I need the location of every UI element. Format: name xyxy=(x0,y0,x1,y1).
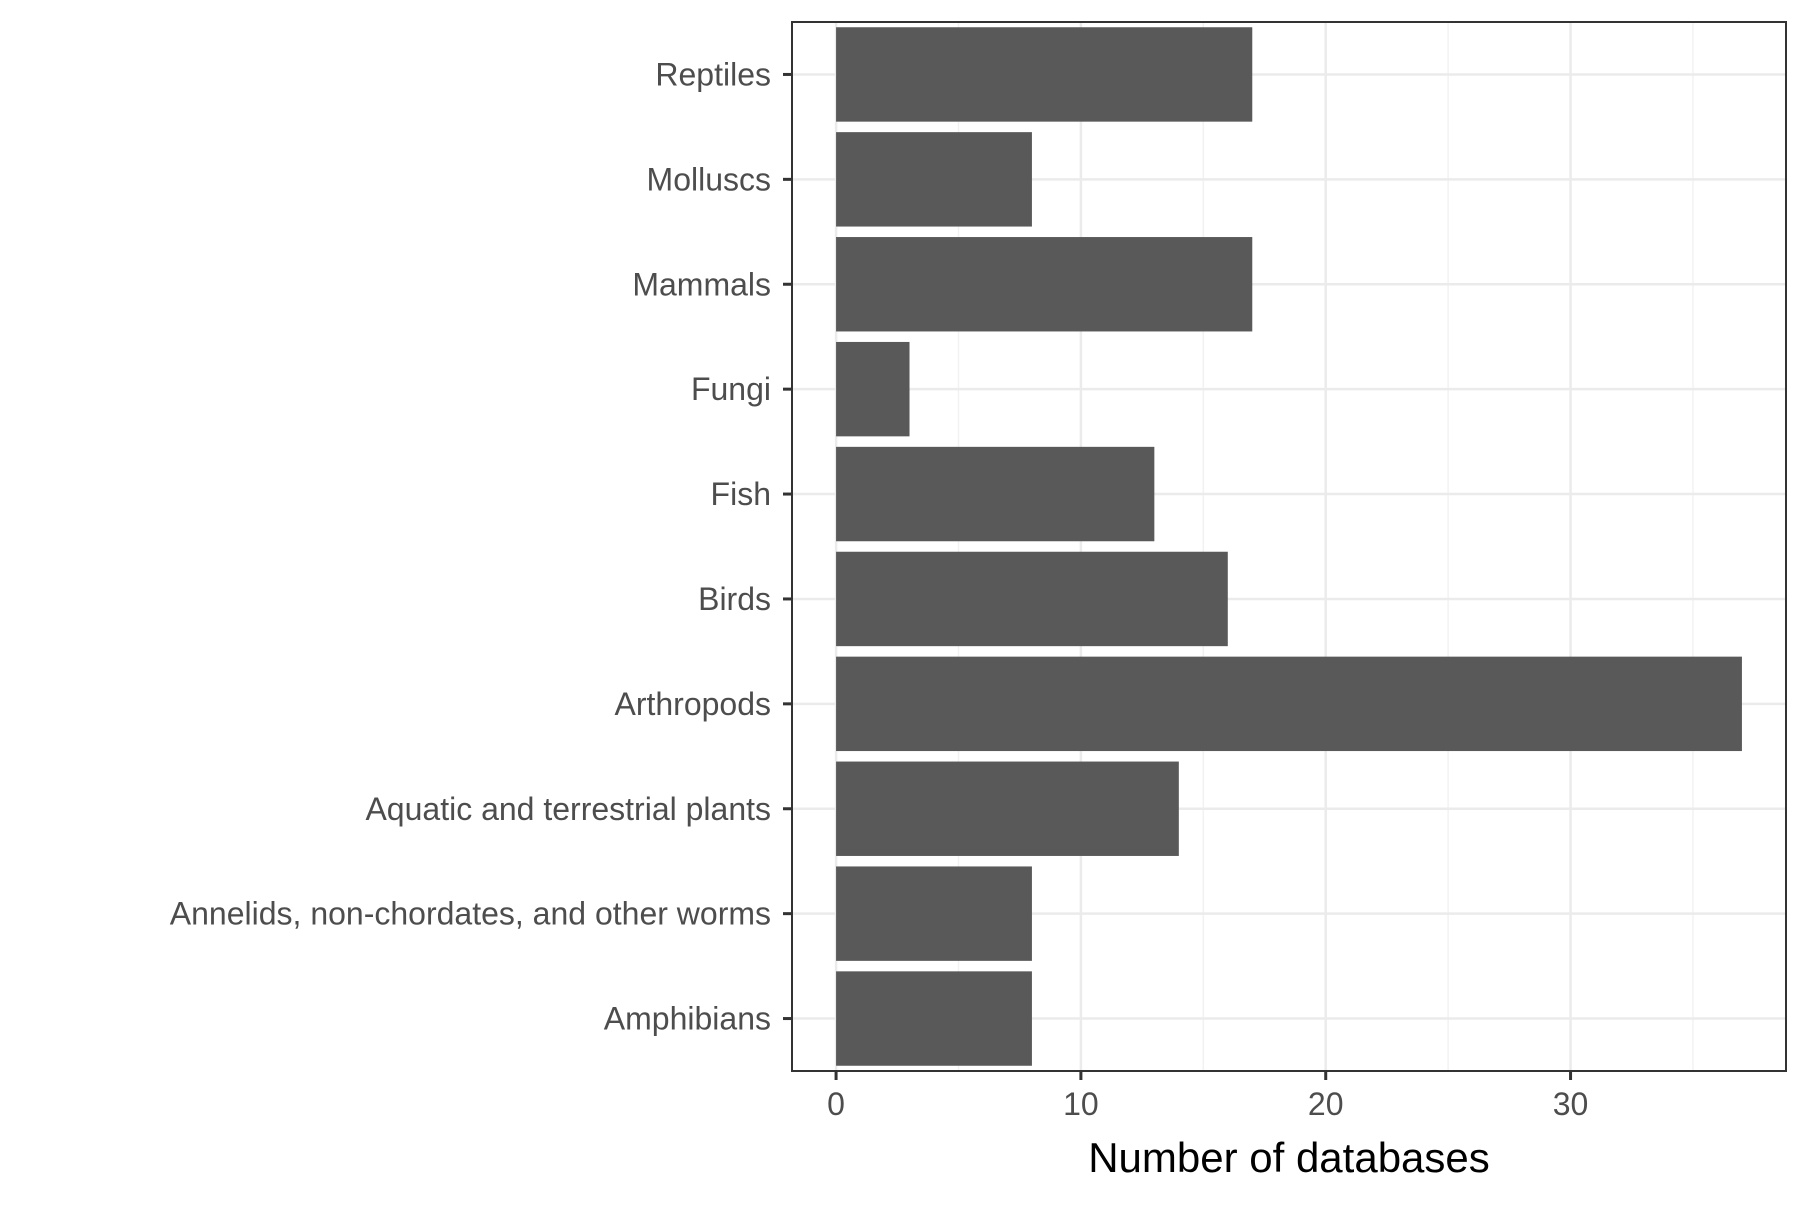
y-tick-label: Fungi xyxy=(691,371,771,407)
x-axis-title: Number of databases xyxy=(1088,1134,1490,1181)
bar-reptiles xyxy=(836,27,1253,122)
y-tick-label: Birds xyxy=(698,581,771,617)
bar-birds xyxy=(836,551,1228,647)
y-axis: Reptiles Molluscs Mammals Fungi Fish Birds Art… xyxy=(170,56,792,1037)
y-tick-label: Aquatic and terrestrial plants xyxy=(365,791,771,827)
bar-arthropods xyxy=(836,656,1742,752)
x-tick-label: 30 xyxy=(1553,1086,1589,1122)
bar-fish xyxy=(836,446,1155,542)
panel-border xyxy=(791,21,1787,1072)
x-tick-label: 20 xyxy=(1308,1086,1344,1122)
y-tick-label: Arthropods xyxy=(614,686,771,722)
y-tick-label: Amphibians xyxy=(604,1001,771,1037)
x-tick-label: 0 xyxy=(827,1086,845,1122)
x-axis: 0 10 20 30 xyxy=(827,1071,1588,1122)
bar-aquatic-and-terrestrial-plants xyxy=(836,761,1179,856)
bar-fungi xyxy=(836,341,910,437)
y-tick-label: Reptiles xyxy=(655,56,771,92)
y-tick-label: Fish xyxy=(711,476,771,512)
bar-mammals xyxy=(836,237,1253,332)
y-tick-label: Annelids, non-chordates, and other worms xyxy=(170,896,771,932)
bar-amphibians xyxy=(836,971,1032,1066)
bar-molluscs xyxy=(836,132,1032,227)
x-tick-label: 10 xyxy=(1063,1086,1099,1122)
bar-annelids-non-chordates-and-other-worms xyxy=(836,866,1032,961)
y-tick-label: Molluscs xyxy=(647,161,771,197)
bars xyxy=(836,27,1742,1066)
y-tick-label: Mammals xyxy=(632,266,771,302)
